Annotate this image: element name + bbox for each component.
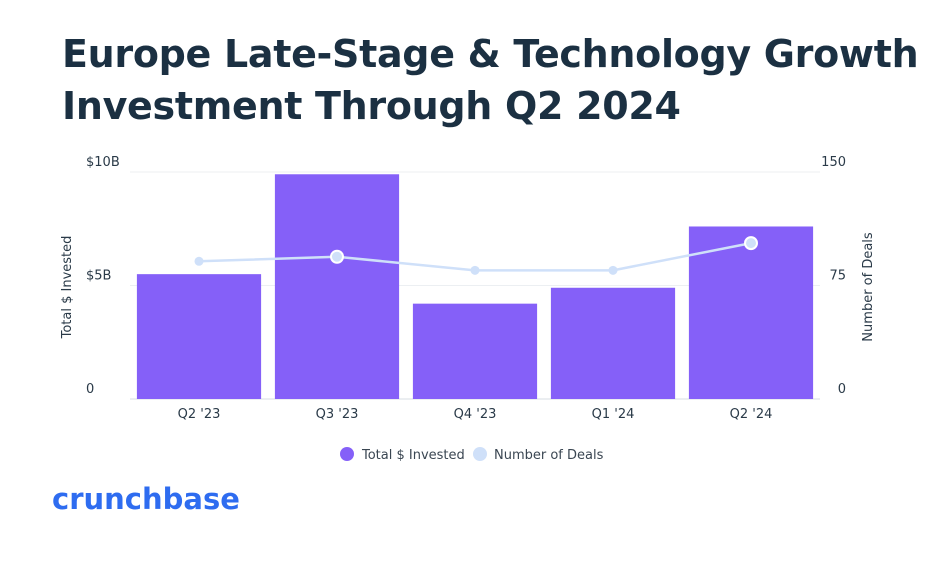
x-tick-label: Q1 '24 bbox=[592, 407, 635, 422]
bar-total-invested bbox=[412, 303, 538, 399]
legend-swatch-total-invested bbox=[340, 447, 354, 461]
bar-total-invested bbox=[550, 287, 676, 399]
deals-point bbox=[470, 265, 480, 275]
right-tick-label: 75 bbox=[829, 269, 846, 284]
deals-point bbox=[330, 249, 344, 264]
x-tick-label: Q4 '23 bbox=[454, 407, 497, 422]
bar-total-invested bbox=[274, 174, 400, 399]
left-axis-title: Total $ Invested bbox=[60, 236, 75, 340]
left-tick-label: $5B bbox=[86, 269, 111, 284]
right-tick-label: 0 bbox=[838, 382, 846, 397]
right-tick-label: 150 bbox=[821, 155, 846, 170]
deals-line-group bbox=[194, 236, 758, 275]
bar-total-invested bbox=[688, 226, 814, 399]
deals-point bbox=[608, 265, 618, 275]
left-tick-label: $10B bbox=[86, 155, 120, 170]
legend-label-total-invested: Total $ Invested bbox=[361, 448, 465, 463]
right-axis-ticks: 0 75 150 bbox=[821, 155, 846, 397]
chart-title: Europe Late-Stage & Technology Growth In… bbox=[62, 32, 919, 128]
right-axis-title: Number of Deals bbox=[861, 232, 876, 342]
x-tick-label: Q3 '23 bbox=[316, 407, 359, 422]
bars bbox=[136, 174, 814, 399]
x-axis-ticks: Q2 '23 Q3 '23 Q4 '23 Q1 '24 Q2 '24 bbox=[178, 407, 773, 422]
bar-total-invested bbox=[136, 274, 262, 399]
legend-swatch-number-of-deals bbox=[473, 447, 487, 461]
deals-point bbox=[194, 256, 204, 266]
x-tick-label: Q2 '24 bbox=[730, 407, 773, 422]
legend-label-number-of-deals: Number of Deals bbox=[494, 448, 604, 463]
crunchbase-logo: crunchbase bbox=[52, 482, 240, 516]
legend: Total $ Invested Number of Deals bbox=[340, 447, 604, 463]
left-axis-ticks: 0 $5B $10B bbox=[86, 155, 120, 397]
x-tick-label: Q2 '23 bbox=[178, 407, 221, 422]
left-tick-label: 0 bbox=[86, 382, 94, 397]
deals-point bbox=[744, 236, 758, 251]
